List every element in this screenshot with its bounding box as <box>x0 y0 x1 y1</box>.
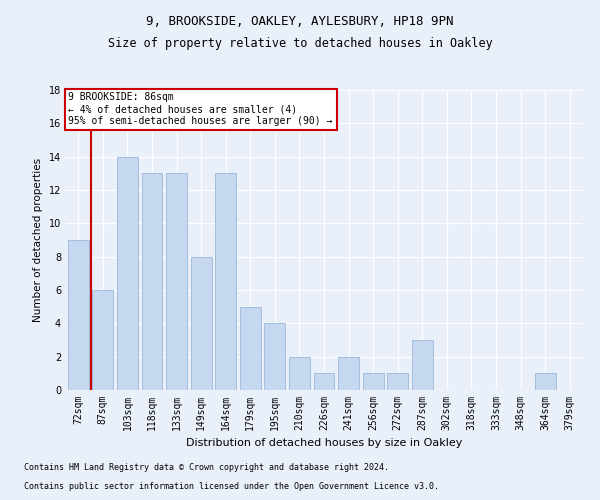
Bar <box>166 174 187 390</box>
Text: 9, BROOKSIDE, OAKLEY, AYLESBURY, HP18 9PN: 9, BROOKSIDE, OAKLEY, AYLESBURY, HP18 9P… <box>146 15 454 28</box>
X-axis label: Distribution of detached houses by size in Oakley: Distribution of detached houses by size … <box>186 438 462 448</box>
Text: 9 BROOKSIDE: 86sqm
← 4% of detached houses are smaller (4)
95% of semi-detached : 9 BROOKSIDE: 86sqm ← 4% of detached hous… <box>68 92 333 126</box>
Bar <box>289 356 310 390</box>
Bar <box>265 324 286 390</box>
Text: Size of property relative to detached houses in Oakley: Size of property relative to detached ho… <box>107 38 493 51</box>
Bar <box>215 174 236 390</box>
Bar <box>191 256 212 390</box>
Bar <box>362 374 383 390</box>
Bar <box>412 340 433 390</box>
Bar <box>117 156 138 390</box>
Bar <box>338 356 359 390</box>
Y-axis label: Number of detached properties: Number of detached properties <box>33 158 43 322</box>
Bar <box>92 290 113 390</box>
Bar <box>387 374 408 390</box>
Bar <box>142 174 163 390</box>
Bar <box>535 374 556 390</box>
Bar <box>68 240 89 390</box>
Text: Contains public sector information licensed under the Open Government Licence v3: Contains public sector information licen… <box>24 482 439 491</box>
Bar <box>240 306 261 390</box>
Bar <box>314 374 334 390</box>
Text: Contains HM Land Registry data © Crown copyright and database right 2024.: Contains HM Land Registry data © Crown c… <box>24 464 389 472</box>
